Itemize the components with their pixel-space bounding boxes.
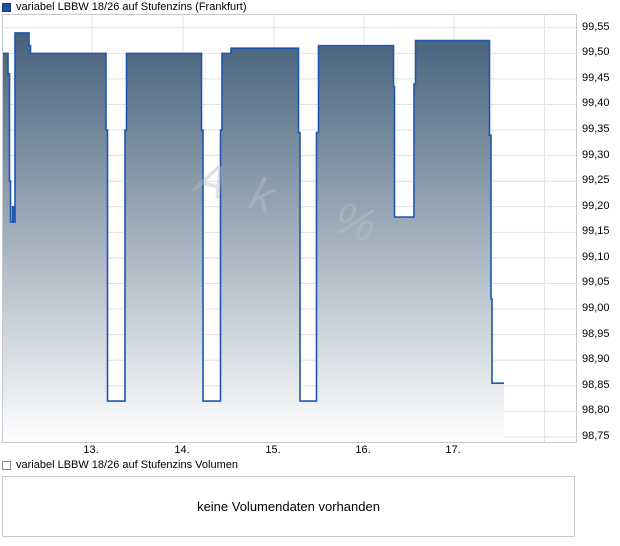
y-axis-tick-label: 99,00: [582, 302, 610, 315]
x-axis-tick-label: 14.: [174, 444, 190, 456]
price-chart-plot-area[interactable]: [2, 14, 577, 443]
y-axis-tick-label: 98,85: [582, 378, 610, 391]
x-axis: 13. 14. 15. 16. 17.: [0, 444, 620, 458]
y-axis-tick-label: 99,25: [582, 174, 610, 187]
y-axis: 99,55 99,50 99,45 99,40 99,35 99,30 99,25 99,20…: [582, 0, 620, 546]
y-axis-tick-label: 99,05: [582, 276, 610, 289]
price-series-legend: variabel LBBW 18/26 auf Stufenzins (Fran…: [2, 1, 247, 14]
price-series-title: variabel LBBW 18/26 auf Stufenzins (Fran…: [16, 1, 247, 13]
x-axis-tick-label: 13.: [83, 444, 99, 456]
volume-series-swatch-icon: [2, 461, 11, 470]
y-axis-tick-label: 99,35: [582, 123, 610, 136]
y-axis-tick-label: 99,50: [582, 46, 610, 59]
volume-panel: keine Volumendaten vorhanden: [2, 476, 575, 537]
y-axis-tick-label: 99,15: [582, 225, 610, 238]
y-axis-tick-label: 99,10: [582, 250, 610, 263]
y-axis-tick-label: 98,95: [582, 327, 610, 340]
price-area: [3, 32, 504, 442]
volume-empty-message: keine Volumendaten vorhanden: [197, 499, 380, 514]
x-axis-tick-label: 16.: [355, 444, 371, 456]
x-axis-tick-label: 15.: [265, 444, 281, 456]
price-chart-canvas: [3, 15, 576, 442]
volume-series-legend: variabel LBBW 18/26 auf Stufenzins Volum…: [2, 459, 238, 472]
x-axis-tick-label: 17.: [445, 444, 461, 456]
y-axis-tick-label: 98,90: [582, 353, 610, 366]
y-axis-tick-label: 99,20: [582, 199, 610, 212]
price-line: [3, 32, 504, 402]
y-axis-tick-label: 99,55: [582, 20, 610, 33]
y-axis-tick-label: 98,75: [582, 429, 610, 442]
y-axis-tick-label: 98,80: [582, 404, 610, 417]
y-axis-tick-label: 99,30: [582, 148, 610, 161]
y-axis-tick-label: 99,45: [582, 71, 610, 84]
y-axis-tick-label: 99,40: [582, 97, 610, 110]
price-series-swatch-icon: [2, 3, 11, 12]
volume-series-title: variabel LBBW 18/26 auf Stufenzins Volum…: [16, 459, 238, 471]
